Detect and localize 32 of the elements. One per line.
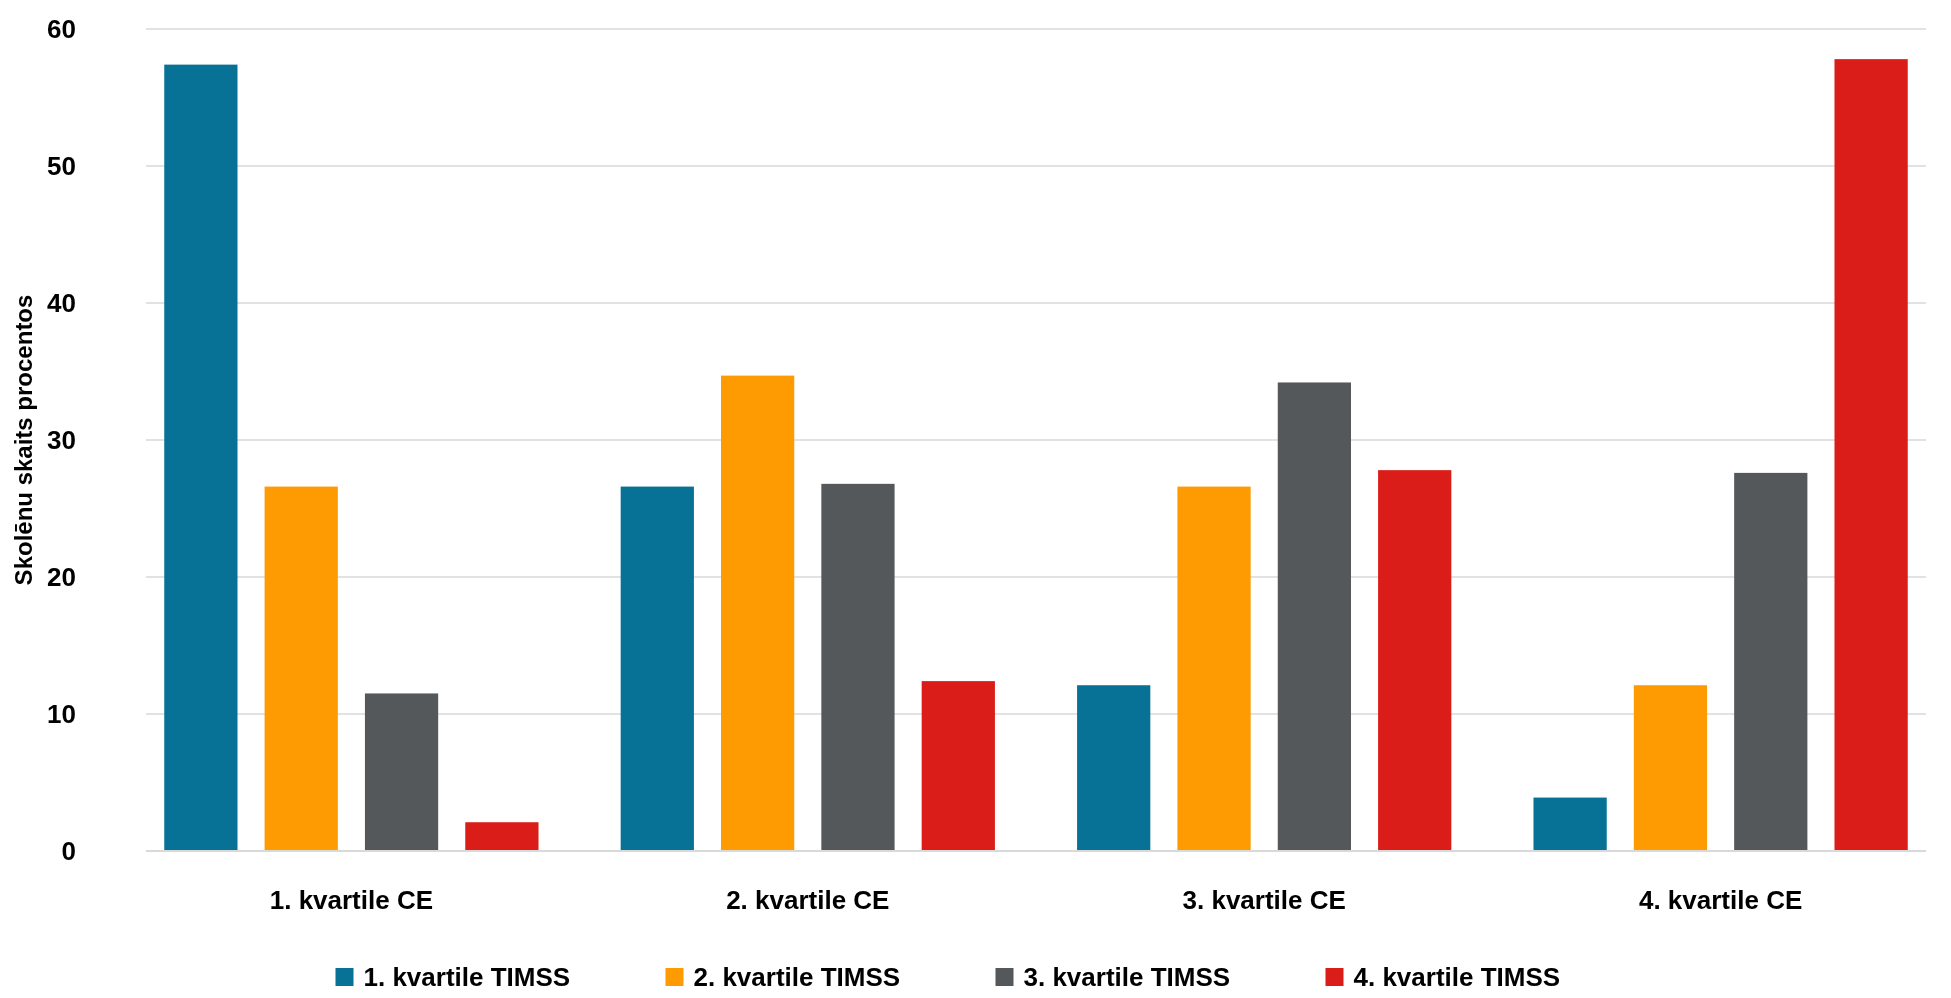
y-tick-label: 40 [47, 288, 76, 319]
bar [465, 822, 539, 851]
legend-label: 1. kvartile TIMSS [363, 962, 571, 993]
bar [164, 64, 238, 851]
bar [921, 681, 995, 851]
x-tick-label: 2. kvartile CE [726, 885, 890, 915]
bar [364, 693, 439, 851]
bar [1633, 685, 1708, 851]
legend-label: 3. kvartile TIMSS [1023, 962, 1231, 993]
y-tick-label: 60 [47, 14, 76, 45]
bar [1533, 797, 1607, 851]
y-axis-title: Skolēnu skaits procentos [10, 294, 37, 586]
bar [264, 486, 338, 851]
y-tick-label: 10 [47, 699, 76, 730]
bar [1077, 685, 1151, 851]
bar [1734, 472, 1808, 851]
x-tick-label: 4. kvartile CE [1638, 885, 1803, 915]
bar [1834, 59, 1908, 851]
bar [620, 486, 694, 851]
bar [721, 375, 795, 851]
bar [821, 483, 895, 851]
bar [1378, 470, 1452, 851]
bar [1177, 486, 1251, 851]
y-tick-label: 0 [61, 836, 76, 867]
x-tick-label: 3. kvartile CE [1182, 885, 1346, 915]
y-tick-label: 20 [47, 562, 76, 593]
legend-label: 2. kvartile TIMSS [693, 962, 901, 993]
bar [1277, 382, 1351, 851]
x-tick-label: 1. kvartile CE [269, 885, 434, 915]
y-tick-label: 30 [47, 425, 76, 456]
y-tick-label: 50 [47, 151, 76, 182]
legend-label: 4. kvartile TIMSS [1353, 962, 1561, 993]
